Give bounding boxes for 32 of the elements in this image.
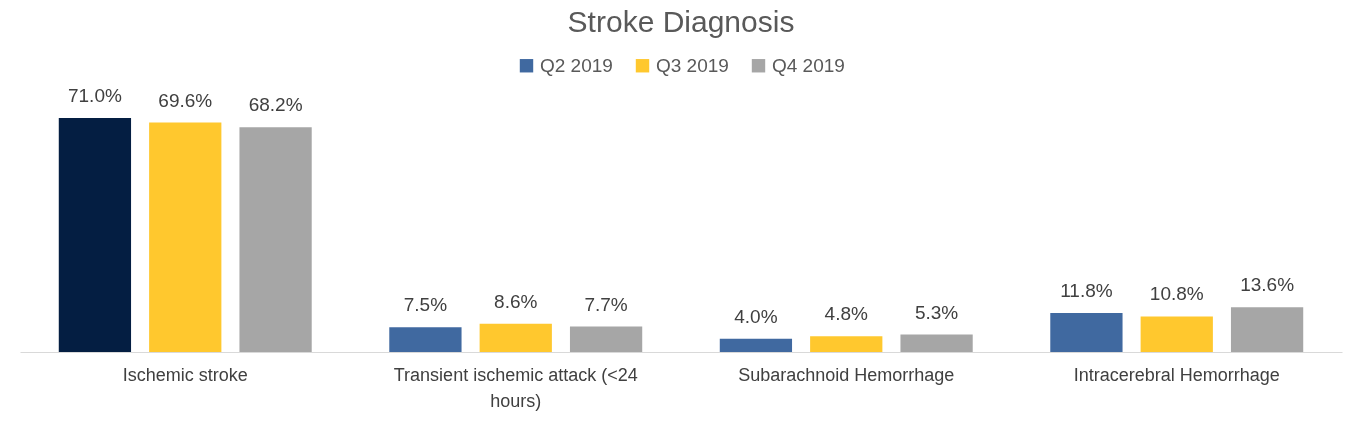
legend-label: Q4 2019 <box>772 54 845 76</box>
data-label: 7.7% <box>584 293 628 315</box>
bar <box>1230 307 1304 352</box>
bar <box>149 122 222 352</box>
data-label: 13.6% <box>1240 274 1295 296</box>
data-label: 68.2% <box>248 94 303 116</box>
x-tick-label: Ischemic stroke <box>122 364 248 385</box>
data-label: 69.6% <box>158 89 213 111</box>
data-label: 8.6% <box>494 290 538 312</box>
bar <box>239 127 312 352</box>
bar <box>58 118 132 352</box>
legend-label: Q2 2019 <box>540 54 613 76</box>
bar <box>719 338 793 352</box>
bar <box>900 334 973 352</box>
x-tick-label: Intracerebral Hemorrhage <box>1073 364 1280 385</box>
data-label: 5.3% <box>914 301 959 323</box>
bar <box>569 326 643 352</box>
bar <box>389 327 462 352</box>
data-label: 7.5% <box>403 294 448 316</box>
bar <box>1050 313 1123 352</box>
bar <box>1140 316 1213 352</box>
chart-title: Stroke Diagnosis <box>567 5 795 38</box>
data-label: 71.0% <box>67 85 122 106</box>
data-label: 4.8% <box>824 303 869 325</box>
data-label: 4.0% <box>734 305 778 327</box>
bar <box>479 323 552 352</box>
data-label: 11.8% <box>1060 280 1113 302</box>
x-tick-label: Subarachnoid Hemorrhage <box>738 364 955 385</box>
legend-label: Q3 2019 <box>656 54 729 76</box>
data-label: 10.8% <box>1149 283 1204 305</box>
x-tick-label: Transient ischemic attack (<24 hours) <box>393 364 638 411</box>
bar <box>810 336 883 352</box>
